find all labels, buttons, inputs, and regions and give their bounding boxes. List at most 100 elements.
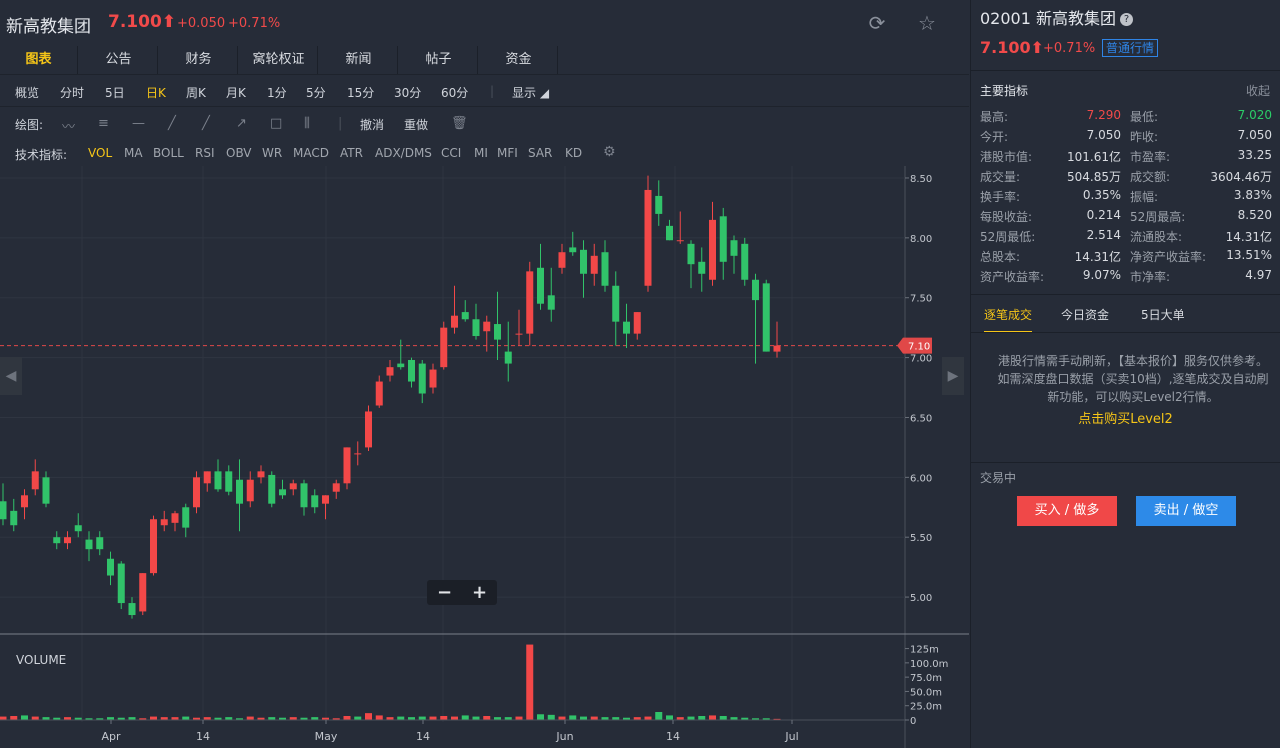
collapse-button[interactable]: 收起 <box>1245 84 1270 98</box>
subtab-1[interactable]: 今日资金 <box>1061 308 1110 322</box>
indicator-rsi[interactable]: RSI <box>195 146 215 160</box>
display-dropdown[interactable]: 显示 ◢ <box>512 86 550 100</box>
volume-bar <box>569 715 577 720</box>
candle-body <box>64 537 71 544</box>
indicator-macd[interactable]: MACD <box>293 146 329 160</box>
indicator-mfi[interactable]: MFI <box>497 146 518 160</box>
rectangle-icon[interactable]: □ <box>270 116 283 131</box>
help-icon[interactable]: ? <box>1120 13 1133 26</box>
stat-value: 7.050 <box>1086 128 1121 142</box>
volume-bar <box>214 717 222 720</box>
subtab-2[interactable]: 5日大单 <box>1141 308 1185 322</box>
buy-button[interactable]: 买入 / 做多 <box>1017 496 1117 526</box>
tab-4[interactable]: 新闻 <box>320 46 398 74</box>
indicator-kd[interactable]: KD <box>565 146 583 160</box>
tab-0[interactable]: 图表 <box>0 46 78 74</box>
candle-body <box>85 539 93 550</box>
undo-button[interactable]: 撤消 <box>360 118 385 132</box>
x-tick-label: 14 <box>416 730 430 743</box>
indicator-atr[interactable]: ATR <box>340 146 363 160</box>
candlestick-chart[interactable]: 5.00 5.50 6.00 6.50 7.00 7.50 8.00 8.50 7.10 VOLU… <box>0 166 969 748</box>
indicator-mi[interactable]: MI <box>474 146 488 160</box>
stat-value: 7.290 <box>1086 108 1121 122</box>
candle-body <box>96 537 104 550</box>
stat-label: 港股市值: <box>980 150 1033 164</box>
redo-button[interactable]: 重做 <box>404 118 429 132</box>
period-3[interactable]: 日K <box>146 86 166 100</box>
period-7[interactable]: 5分 <box>306 86 326 100</box>
stock-code-title: 02001 新高教集团? <box>980 5 1133 29</box>
buy-level2-link[interactable]: 点击购买Level2 <box>1078 412 1173 427</box>
tab-1[interactable]: 公告 <box>80 46 158 74</box>
indicator-vol[interactable]: VOL <box>88 146 113 160</box>
settings-gear-icon[interactable]: ⚙ <box>603 144 616 160</box>
line-icon[interactable]: ╱ <box>168 116 176 131</box>
volume-bar <box>623 717 630 720</box>
candle-body <box>203 471 211 484</box>
quote-type-badge[interactable]: 普通行情 <box>1102 39 1159 57</box>
star-icon[interactable]: ☆ <box>918 11 936 35</box>
code-title-text: 02001 新高教集团 <box>980 9 1116 28</box>
volume-tick-label: 75.0m <box>910 673 942 684</box>
candle-body <box>279 489 286 496</box>
period-9[interactable]: 30分 <box>394 86 422 100</box>
period-5[interactable]: 月K <box>226 86 246 100</box>
tab-5[interactable]: 帖子 <box>400 46 478 74</box>
zoom-out-button[interactable]: − <box>436 582 453 603</box>
period-1[interactable]: 分时 <box>60 86 85 100</box>
stat-value: 14.31亿 <box>1074 250 1121 264</box>
stat-row: 今开: 7.050 昨收: 7.050 <box>980 125 1272 145</box>
subtab-0[interactable]: 逐笔成交 <box>984 306 1033 333</box>
volume-bar <box>773 718 781 720</box>
zoom-in-button[interactable]: + <box>471 582 488 603</box>
stat-label: 换手率: <box>980 190 1021 204</box>
volume-bar <box>752 718 759 720</box>
sell-button[interactable]: 卖出 / 做空 <box>1136 496 1236 526</box>
indicator-cci[interactable]: CCI <box>441 146 462 160</box>
bar-tool-icon[interactable]: ⫼ <box>304 116 310 131</box>
trend-line-icon[interactable]: 〰 <box>62 120 76 135</box>
volume-bar <box>375 715 383 720</box>
horizontal-line-icon[interactable]: — <box>132 116 145 131</box>
segment-icon[interactable]: ╱ <box>202 116 210 131</box>
stat-value: 0.214 <box>1086 208 1121 222</box>
candle-body <box>139 573 147 612</box>
parallel-lines-icon[interactable]: ≡ <box>98 116 109 131</box>
indicator-sar[interactable]: SAR <box>528 146 553 160</box>
stat-label: 总股本: <box>980 250 1021 264</box>
volume-bar <box>160 717 168 720</box>
period-2[interactable]: 5日 <box>105 86 125 100</box>
tab-2[interactable]: 财务 <box>160 46 238 74</box>
period-6[interactable]: 1分 <box>267 86 287 100</box>
period-4[interactable]: 周K <box>186 86 206 100</box>
volume-bar <box>537 714 544 720</box>
volume-bar <box>526 644 534 720</box>
candle-body <box>451 315 458 328</box>
indicator-adx-dms[interactable]: ADX/DMS <box>375 146 432 160</box>
indicator-obv[interactable]: OBV <box>226 146 252 160</box>
arrow-icon[interactable]: ↗ <box>236 116 247 131</box>
period-8[interactable]: 15分 <box>347 86 375 100</box>
candle-body <box>343 447 351 484</box>
volume-tick-label: 125m <box>910 645 939 656</box>
quote-change-pct: +0.71% <box>1043 41 1096 56</box>
trash-icon[interactable]: 🗑 <box>451 116 468 131</box>
period-10[interactable]: 60分 <box>441 86 469 100</box>
candle-body <box>408 359 415 382</box>
stat-row: 总股本: 14.31亿 净资产收益率: 13.51% <box>980 245 1272 265</box>
scroll-right-icon[interactable]: ▶ <box>942 357 964 395</box>
tab-6[interactable]: 资金 <box>480 46 558 74</box>
x-tick-label: Jul <box>784 730 798 743</box>
refresh-icon[interactable]: ⟳ <box>868 11 886 35</box>
scroll-left-icon[interactable]: ◀ <box>0 357 22 395</box>
indicator-wr[interactable]: WR <box>262 146 283 160</box>
period-0[interactable]: 概览 <box>15 86 40 100</box>
stock-header: 新高教集团 7.100⬆ +0.050 +0.71% ⟳ ☆ <box>0 0 969 46</box>
indicator-boll[interactable]: BOLL <box>153 146 184 160</box>
tab-3[interactable]: 窝轮权证 <box>240 46 318 74</box>
volume-tick-label: 100.0m <box>910 659 948 670</box>
price-tick-label: 6.00 <box>910 473 932 484</box>
indicator-ma[interactable]: MA <box>124 146 143 160</box>
candle-body <box>300 483 308 508</box>
candle-body <box>236 479 243 504</box>
